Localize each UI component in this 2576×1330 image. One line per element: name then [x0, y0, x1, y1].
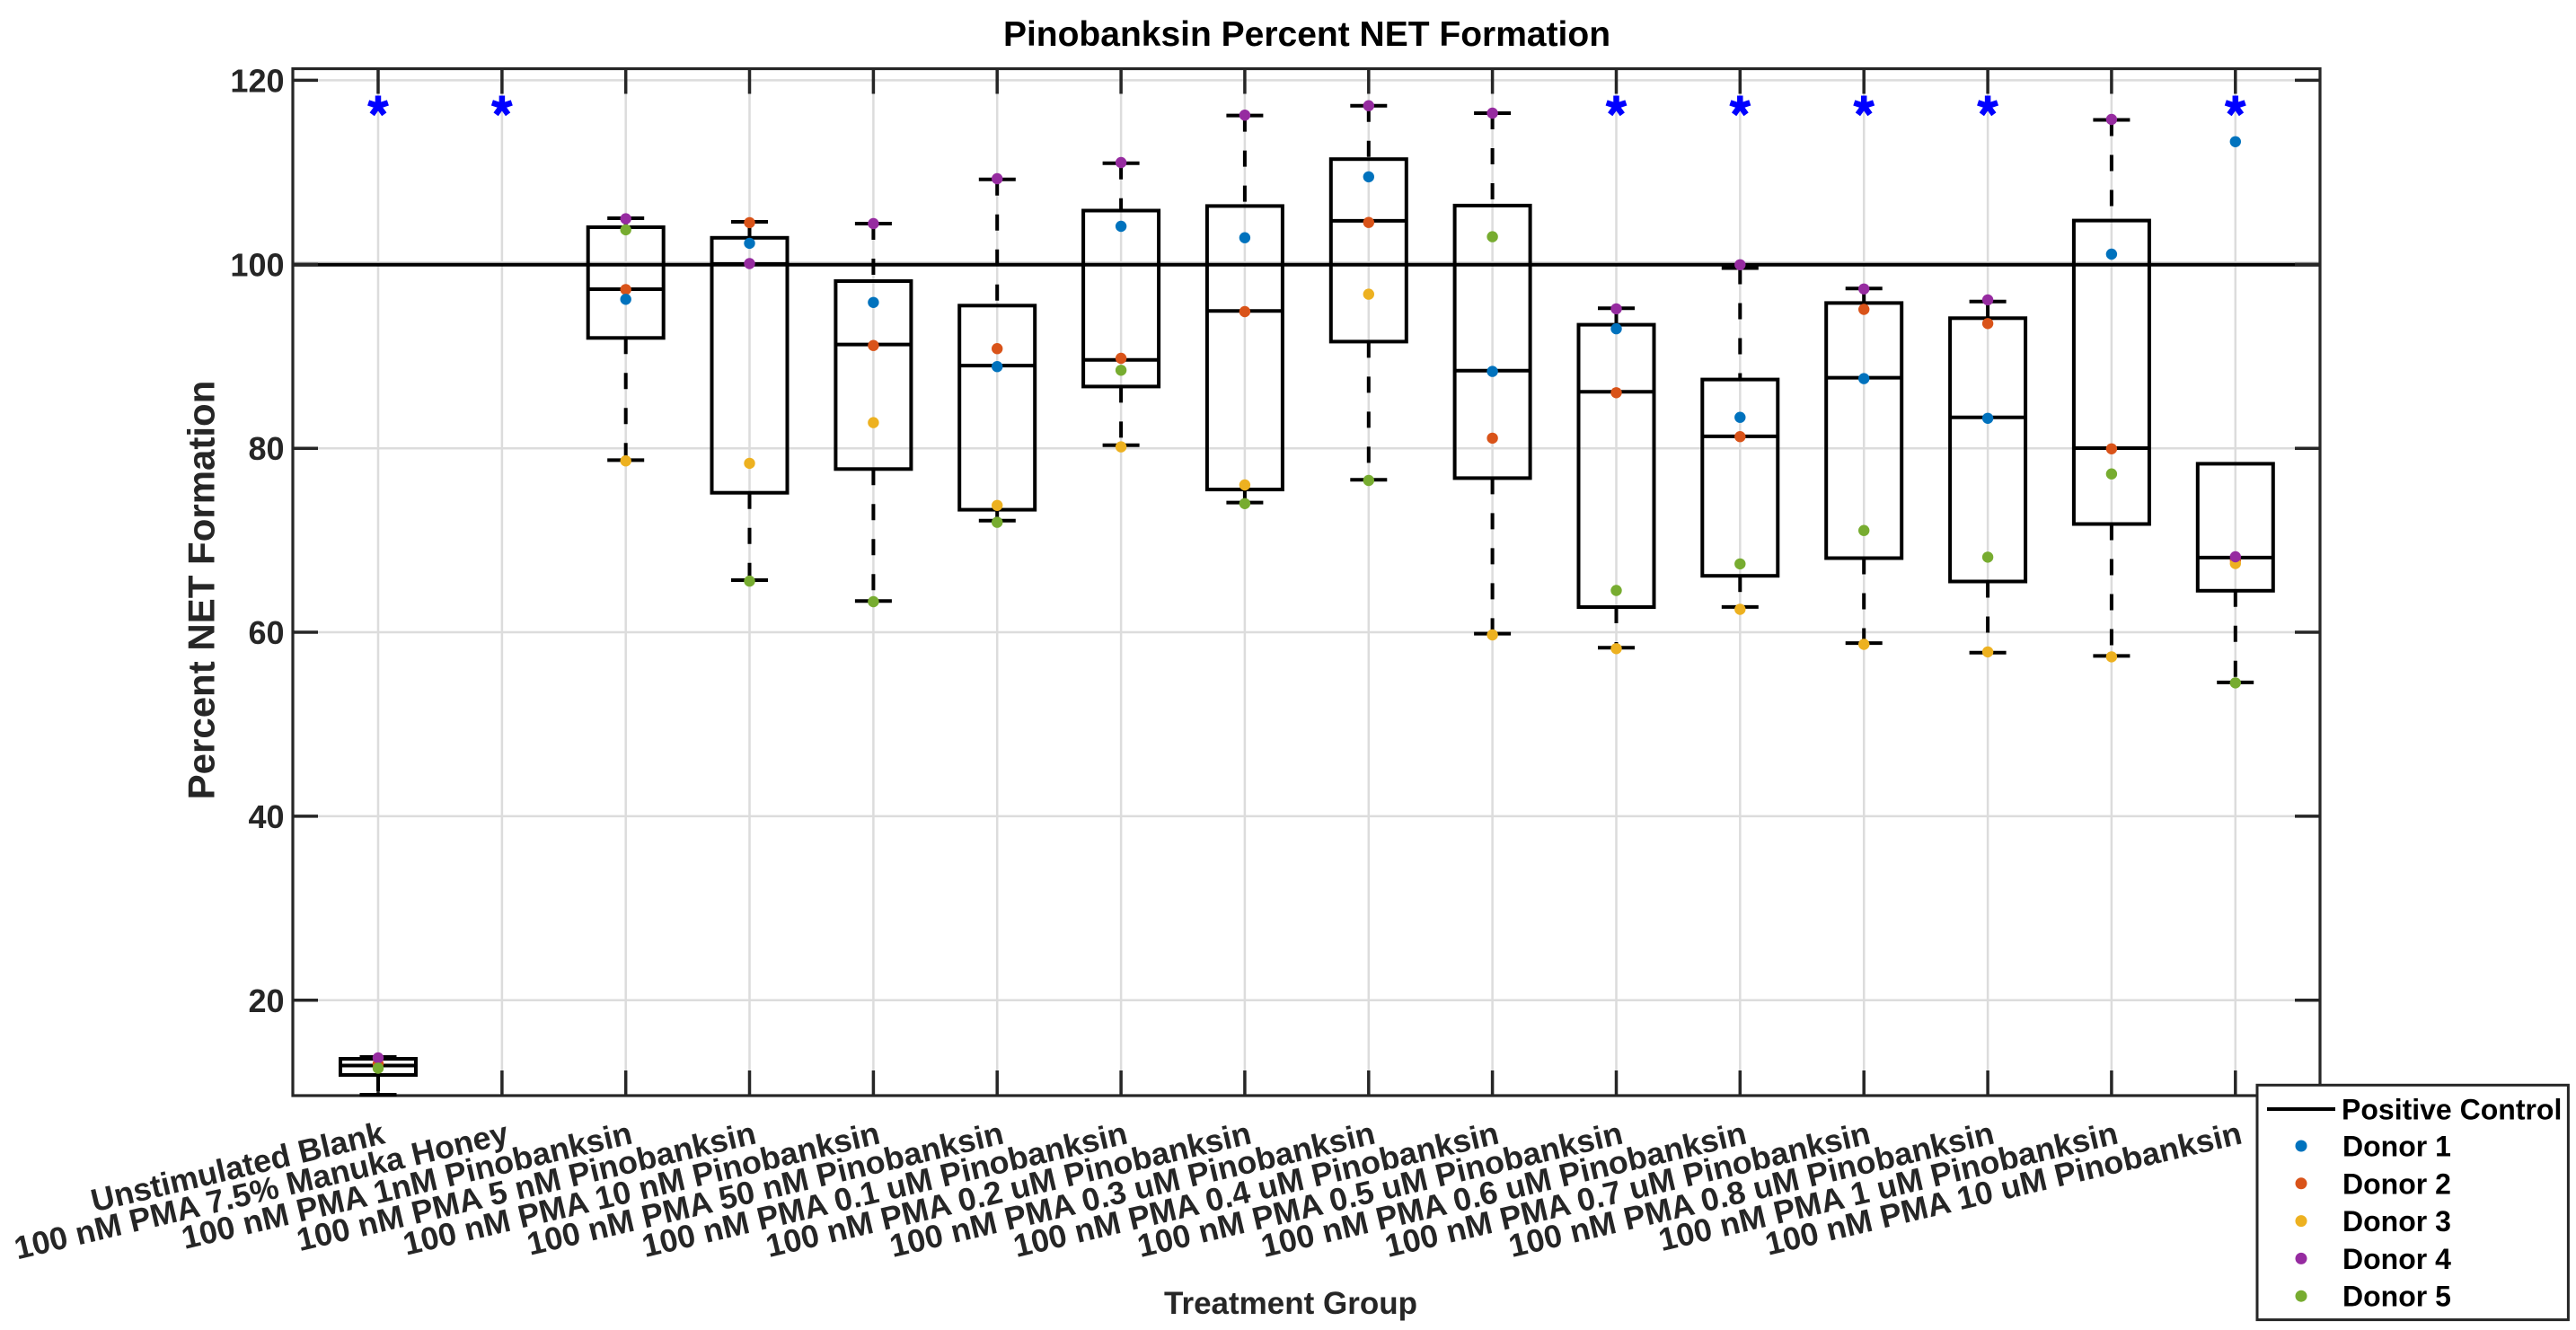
svg-text:Positive Control: Positive Control [2342, 1094, 2562, 1126]
svg-text:20: 20 [248, 982, 284, 1019]
svg-text:100: 100 [230, 246, 284, 283]
svg-text:40: 40 [248, 798, 284, 835]
svg-text:Donor 5: Donor 5 [2342, 1281, 2451, 1313]
svg-text:Percent NET Formation: Percent NET Formation [181, 381, 223, 800]
svg-text:Treatment Group: Treatment Group [1164, 1286, 1417, 1321]
svg-text:Donor 1: Donor 1 [2342, 1131, 2451, 1163]
svg-text:Pinobanksin Percent NET Format: Pinobanksin Percent NET Formation [1003, 15, 1610, 54]
svg-text:Donor 4: Donor 4 [2342, 1243, 2451, 1275]
svg-text:80: 80 [248, 430, 284, 467]
svg-text:Donor 3: Donor 3 [2342, 1205, 2451, 1238]
svg-text:Donor 2: Donor 2 [2342, 1167, 2451, 1200]
svg-text:60: 60 [248, 614, 284, 651]
svg-text:120: 120 [230, 62, 284, 99]
